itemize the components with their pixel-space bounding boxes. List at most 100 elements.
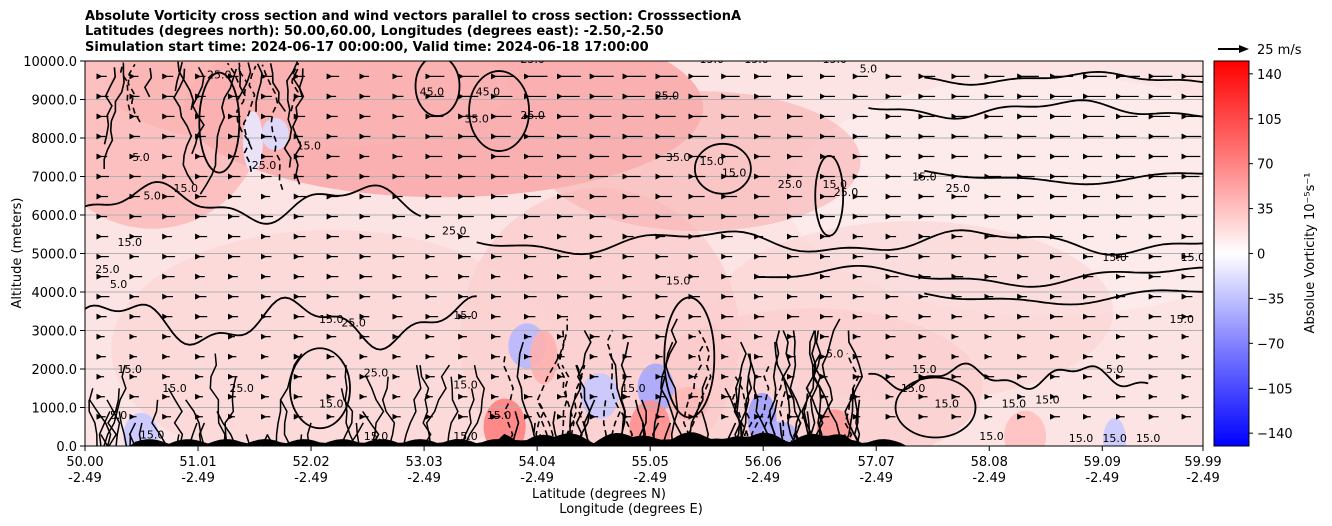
contour-line — [290, 62, 300, 112]
contour-line — [119, 62, 131, 111]
contour-loop — [198, 71, 241, 174]
contour-line — [103, 364, 127, 446]
contour-loop — [894, 376, 977, 439]
vorticity-spot — [1103, 417, 1127, 446]
contour-line — [606, 330, 622, 446]
contour-line — [283, 61, 299, 168]
contour-value-label: 15.0 — [140, 428, 165, 441]
contour-line — [85, 181, 422, 225]
colorbar-tick-label: −35 — [1257, 292, 1284, 307]
y-tick-label: 4000.0 — [32, 286, 78, 301]
contour-line — [209, 353, 226, 446]
x-tick-label-lat: 50.00 — [66, 455, 103, 470]
contour-line — [167, 387, 184, 446]
x-tick-label-lon: -2.49 — [633, 471, 667, 486]
contour-line — [664, 318, 679, 446]
x-tick-label-lat: 59.09 — [1084, 455, 1121, 470]
shading-blob — [540, 91, 861, 232]
contour-line — [118, 411, 128, 446]
contour-line — [419, 365, 432, 446]
y-tick-label: 9000.0 — [32, 94, 78, 109]
contour-line — [750, 364, 771, 446]
contour-line — [127, 63, 141, 123]
contour-line — [536, 399, 554, 446]
colorbar-tick-label: 105 — [1257, 113, 1282, 128]
colorbar-bar — [1213, 60, 1250, 447]
contour-line — [103, 67, 117, 145]
x-tick-label-lon: -2.49 — [181, 471, 215, 486]
contour-value-label: 5.0 — [860, 63, 878, 76]
contour-line — [868, 362, 1149, 392]
contour-value-label: 15.0 — [823, 53, 848, 66]
colorbar-tick-label: 0 — [1257, 248, 1265, 263]
contour-value-label: 15.0 — [1069, 432, 1094, 445]
y-tick-label: 6000.0 — [32, 209, 78, 224]
contour-line — [85, 295, 477, 351]
quiver-key: 25 m/s — [1218, 43, 1302, 58]
contour-line — [106, 399, 121, 446]
contour-value-label: 15.0 — [823, 178, 848, 191]
contour-line — [809, 330, 822, 446]
x-tick-label-lat: 58.08 — [971, 455, 1008, 470]
contour-value-label: 15.0 — [699, 53, 724, 66]
contour-line — [107, 388, 120, 446]
contour-value-label: 15.0 — [162, 382, 187, 395]
contour-line — [789, 330, 802, 446]
contour-line — [463, 364, 485, 446]
contour-line — [756, 265, 1203, 288]
contour-line — [381, 376, 396, 446]
contour-line — [269, 63, 287, 112]
y-axis-label: Altitude (meters) — [10, 198, 25, 309]
contour-value-label: 15.0 — [118, 236, 143, 249]
x-tick-label-lon: -2.49 — [407, 471, 441, 486]
contour-line — [100, 434, 109, 446]
contour-line — [344, 365, 356, 446]
contour-value-label: 25.0 — [364, 367, 389, 380]
contour-line — [224, 376, 237, 446]
contour-line — [460, 388, 475, 446]
contour-line — [682, 330, 707, 446]
quiver-key-label: 25 m/s — [1257, 43, 1302, 58]
contour-value-label: 5.0 — [132, 151, 150, 164]
x-tick-label-lat: 51.01 — [179, 455, 216, 470]
x-tick-label-lon: -2.49 — [294, 471, 328, 486]
contour-line — [733, 341, 747, 446]
x-tick-label-lat: 59.99 — [1184, 455, 1221, 470]
x-axis-label-latitude: Latitude (degrees N) — [532, 487, 666, 502]
contour-line — [143, 68, 153, 98]
contour-line — [355, 422, 360, 446]
x-tick-label-lat: 54.04 — [519, 455, 556, 470]
contour-value-label: 15.0 — [621, 382, 646, 395]
contour-value-label: 15.0 — [487, 409, 512, 422]
contour-line — [88, 399, 98, 446]
contour-line — [731, 376, 742, 446]
contour-line — [174, 61, 183, 92]
contour-line — [789, 388, 809, 446]
contour-value-label: 25.0 — [341, 317, 366, 330]
x-tick-label-lat: 52.02 — [292, 455, 329, 470]
colorbar-tick-label: −140 — [1257, 427, 1293, 442]
contour-loop — [468, 70, 530, 152]
contour-line — [577, 364, 592, 446]
colorbar-tick-label: −70 — [1257, 337, 1284, 352]
contour-line — [261, 64, 284, 191]
contour-line — [103, 63, 125, 169]
contour-line — [561, 364, 570, 446]
contour-line — [476, 229, 1203, 256]
contour-line — [255, 63, 263, 112]
contour-lines — [85, 61, 1203, 446]
contour-line — [805, 330, 824, 446]
vorticity-spot — [629, 400, 672, 446]
contour-value-label: 25.0 — [778, 178, 803, 191]
colorbar-label: Absolue Vorticity 10⁻⁵s⁻¹ — [1303, 173, 1318, 334]
contour-value-label: 15.0 — [666, 274, 691, 287]
contour-line — [660, 341, 683, 446]
wind-vectors — [96, 73, 1203, 420]
gridlines — [85, 99, 1203, 408]
contour-value-label: 5.0 — [826, 347, 844, 360]
contour-line — [557, 318, 575, 446]
colorbar-tick-label: 140 — [1257, 68, 1282, 83]
vorticity-spot — [529, 330, 558, 385]
x-axis: 50.00-2.4951.01-2.4952.02-2.4953.03-2.49… — [66, 446, 1222, 486]
